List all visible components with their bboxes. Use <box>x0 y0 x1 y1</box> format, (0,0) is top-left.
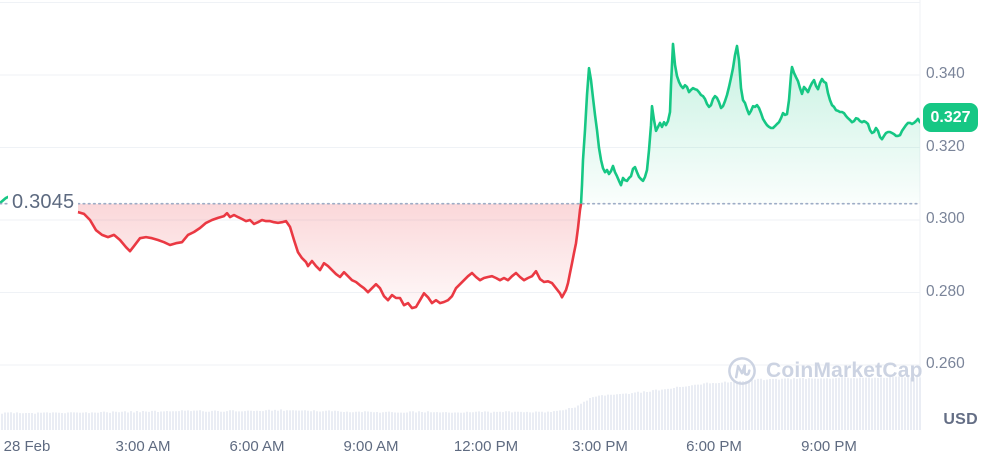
y-axis-label: 0.300 <box>926 210 965 227</box>
x-axis-label: 12:00 PM <box>453 438 519 455</box>
y-axis-label: 0.340 <box>926 65 965 82</box>
current-price-badge: 0.327 <box>923 103 978 132</box>
x-axis-label: 3:00 PM <box>572 438 628 455</box>
y-axis-label: 0.320 <box>926 138 965 155</box>
x-axis-label: 6:00 PM <box>686 438 742 455</box>
x-axis-label: 9:00 PM <box>801 438 857 455</box>
x-axis-label: 28 Feb <box>3 438 51 455</box>
baseline-price-label: 0.3045 <box>8 190 79 215</box>
y-axis-label: 0.260 <box>926 355 965 372</box>
currency-label: USD <box>943 411 978 428</box>
x-axis-label: 3:00 AM <box>115 438 171 455</box>
y-axis-label: 0.280 <box>926 283 965 300</box>
x-axis-label: 6:00 AM <box>229 438 285 455</box>
x-axis-label: 9:00 AM <box>343 438 399 455</box>
